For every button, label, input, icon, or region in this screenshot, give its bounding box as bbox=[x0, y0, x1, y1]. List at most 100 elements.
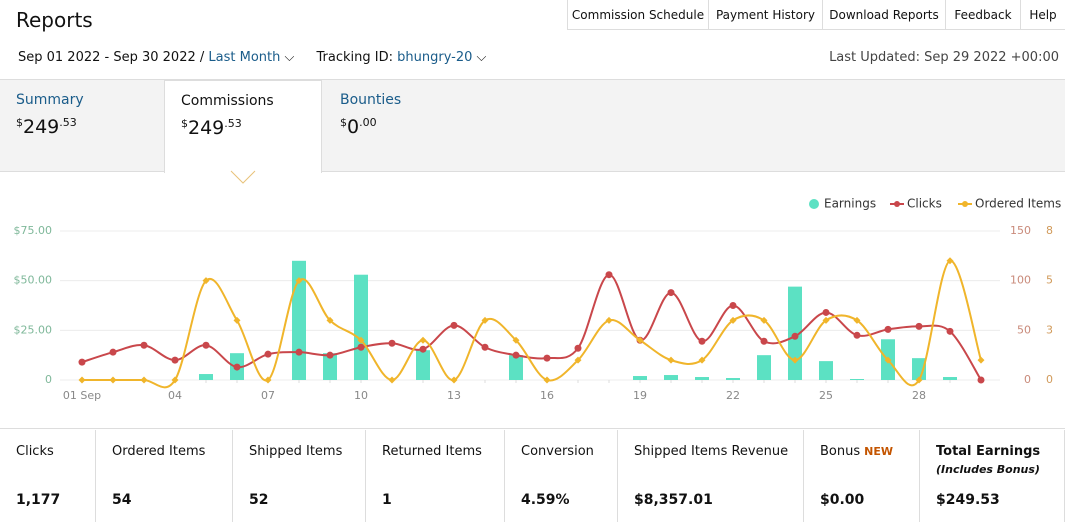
y-tick-label: 0 bbox=[1046, 373, 1053, 386]
tab[interactable]: Summary $249.53 bbox=[0, 80, 164, 170]
page-title: Reports bbox=[16, 8, 93, 32]
point bbox=[574, 344, 582, 352]
stat-value: 1,177 bbox=[16, 492, 61, 508]
point bbox=[388, 376, 396, 384]
tab-label[interactable]: Summary bbox=[16, 92, 84, 108]
x-tick-label: 28 bbox=[912, 389, 926, 402]
point bbox=[884, 325, 892, 333]
point bbox=[295, 348, 303, 356]
point bbox=[264, 350, 272, 358]
x-tick-label: 04 bbox=[168, 389, 182, 402]
stat: Returned Items 1 bbox=[366, 430, 505, 522]
point bbox=[140, 376, 148, 384]
point bbox=[419, 336, 427, 344]
point bbox=[326, 351, 334, 359]
bar bbox=[354, 274, 368, 380]
line bbox=[81, 259, 982, 389]
currency: $ bbox=[340, 116, 347, 129]
x-tick-label: 10 bbox=[354, 389, 368, 402]
stat-label: Conversion bbox=[521, 444, 617, 459]
badge: NEW bbox=[864, 445, 893, 458]
date-range: Sep 01 2022 - Sep 30 2022 / bbox=[18, 50, 205, 65]
nav-button[interactable]: Payment History bbox=[708, 0, 823, 30]
bar bbox=[664, 375, 678, 380]
legend-label: Earnings bbox=[824, 197, 876, 211]
nav-button[interactable]: Help bbox=[1020, 0, 1065, 30]
stat-value: 52 bbox=[249, 492, 269, 508]
point bbox=[388, 339, 396, 347]
stat-label: Ordered Items bbox=[112, 444, 232, 459]
point bbox=[171, 376, 179, 384]
point bbox=[915, 322, 923, 330]
stat-value: $0.00 bbox=[820, 492, 865, 508]
currency: $ bbox=[16, 116, 23, 129]
point bbox=[264, 376, 272, 384]
cents: .53 bbox=[59, 116, 77, 129]
stat-label-text: Clicks bbox=[16, 444, 54, 459]
nav-button[interactable]: Feedback bbox=[945, 0, 1021, 30]
stat-label-text: Bonus bbox=[820, 444, 861, 459]
point bbox=[977, 356, 985, 364]
y-tick-label: 150 bbox=[1010, 224, 1031, 237]
tab-caret bbox=[230, 170, 256, 184]
point bbox=[605, 316, 613, 324]
stat: Bonus NEW $0.00 bbox=[804, 430, 920, 522]
stat: Clicks 1,177 bbox=[0, 430, 96, 522]
x-tick-label: 01 Sep bbox=[63, 389, 101, 402]
point bbox=[109, 376, 117, 384]
y-tick-label: 50 bbox=[1017, 323, 1031, 336]
x-tick-label: 19 bbox=[633, 389, 647, 402]
stat-label-text: Ordered Items bbox=[112, 444, 206, 459]
tracking-id[interactable]: bhungry-20 bbox=[397, 50, 473, 65]
stat-label: Clicks bbox=[16, 444, 95, 459]
tab-label[interactable]: Bounties bbox=[340, 92, 402, 108]
bar bbox=[819, 361, 833, 380]
stat-value: $8,357.01 bbox=[634, 492, 713, 508]
stat-value: 4.59% bbox=[521, 492, 570, 508]
point bbox=[574, 356, 582, 364]
point bbox=[233, 316, 241, 324]
whole: 249 bbox=[188, 117, 225, 139]
point bbox=[946, 257, 954, 265]
point bbox=[822, 308, 830, 316]
point bbox=[543, 354, 551, 362]
point bbox=[915, 376, 923, 384]
point bbox=[140, 341, 148, 349]
bar bbox=[943, 377, 957, 380]
point bbox=[760, 316, 768, 324]
date-filter[interactable]: Sep 01 2022 - Sep 30 2022 / Last Month ⌵… bbox=[18, 50, 487, 65]
point bbox=[295, 277, 303, 285]
tab[interactable]: Bounties $0.00 bbox=[324, 80, 484, 170]
point bbox=[202, 341, 210, 349]
bar bbox=[912, 358, 926, 380]
y-tick-label: 5 bbox=[1046, 274, 1053, 287]
stat-label-text: Shipped Items Revenue bbox=[634, 444, 789, 459]
y-tick-label: $75.00 bbox=[14, 224, 53, 237]
point bbox=[543, 376, 551, 384]
stat: Shipped Items 52 bbox=[233, 430, 366, 522]
point bbox=[450, 376, 458, 384]
y-tick-label: $50.00 bbox=[14, 274, 53, 287]
period[interactable]: Last Month bbox=[208, 50, 281, 65]
x-tick-label: 25 bbox=[819, 389, 833, 402]
stat-label: Shipped Items bbox=[249, 444, 365, 459]
legend-swatch bbox=[809, 199, 819, 209]
y-tick-label: 0 bbox=[45, 373, 52, 386]
tracking-label: Tracking ID: bbox=[316, 50, 393, 65]
point bbox=[109, 348, 117, 356]
tab-active[interactable]: Commissions $249.53 bbox=[164, 80, 322, 173]
point bbox=[729, 316, 737, 324]
point bbox=[202, 277, 210, 285]
point bbox=[853, 316, 861, 324]
point bbox=[78, 358, 86, 366]
cents: .53 bbox=[224, 117, 242, 130]
tab-label: Commissions bbox=[181, 93, 274, 109]
point bbox=[667, 356, 675, 364]
nav-button[interactable]: Commission Schedule bbox=[567, 0, 709, 30]
point bbox=[636, 336, 644, 344]
nav-button[interactable]: Download Reports bbox=[822, 0, 946, 30]
point bbox=[884, 356, 892, 364]
point bbox=[78, 376, 86, 384]
cents: .00 bbox=[359, 116, 377, 129]
stat: Shipped Items Revenue $8,357.01 bbox=[618, 430, 804, 522]
